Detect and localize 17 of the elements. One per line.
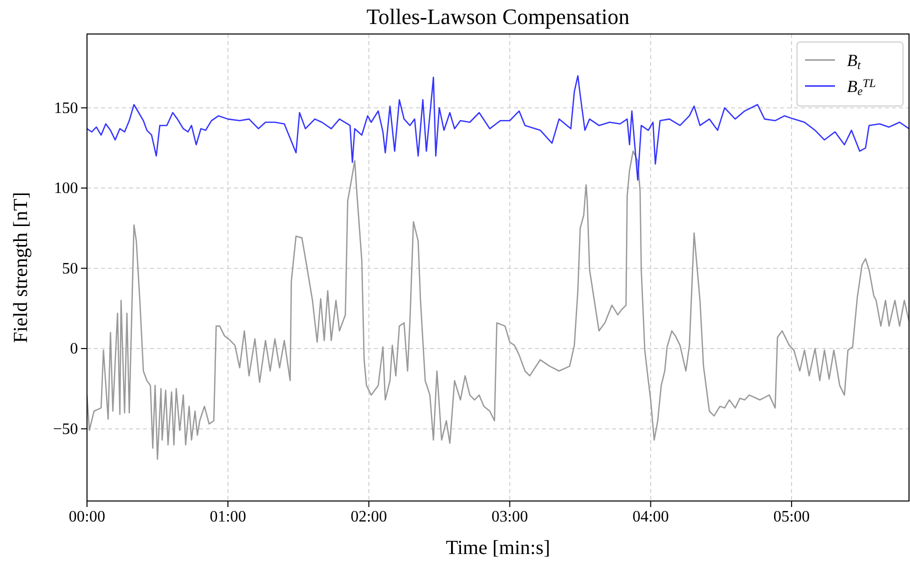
line-series: [86, 75, 910, 181]
y-tick-label: −50: [52, 420, 78, 438]
chart-title: Tolles-Lawson Compensation: [366, 4, 630, 29]
y-tick-label: 100: [54, 180, 78, 198]
line-series: [86, 150, 910, 460]
y-tick-label: 50: [62, 260, 78, 278]
x-tick-label: 05:00: [773, 508, 810, 526]
x-tick-label: 00:00: [68, 508, 106, 526]
y-axis-title: Field strength [nT]: [10, 192, 32, 344]
x-tick-label: 03:00: [492, 508, 528, 526]
x-tick-label: 01:00: [210, 508, 246, 526]
x-tick-label: 02:00: [350, 508, 388, 526]
x-axis-title: Time [min:s]: [446, 537, 550, 559]
x-tick-label: 04:00: [632, 508, 669, 526]
y-tick-label: 0: [70, 340, 78, 358]
legend-label: B$_{t}$: [847, 51, 862, 72]
y-tick-label: 150: [54, 100, 78, 117]
